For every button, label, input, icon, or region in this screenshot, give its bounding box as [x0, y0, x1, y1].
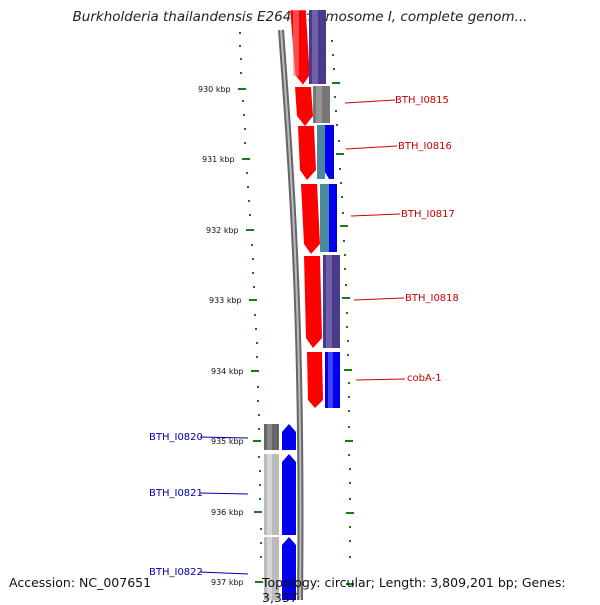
gene-label[interactable]: cobA-1	[407, 373, 442, 384]
feature-highlight	[267, 537, 272, 600]
left-features	[264, 424, 296, 600]
topology-summary: Topology: circular; Length: 3,809,201 bp…	[262, 575, 566, 605]
tick-label: 935 kbp	[211, 437, 244, 446]
gene-labels-right: BTH_I0815 BTH_I0816 BTH_I0817 BTH_I0818 …	[395, 95, 459, 384]
tick-dots-right	[331, 40, 351, 558]
gene-label[interactable]: BTH_I0816	[398, 141, 452, 152]
tick-label: 933 kbp	[209, 296, 242, 305]
cds-highlight	[293, 10, 299, 76]
cds-arrow[interactable]	[301, 184, 320, 254]
forward-strand-features	[289, 9, 323, 408]
gene-label[interactable]: BTH_I0817	[401, 209, 455, 220]
cds-arrow[interactable]	[304, 256, 322, 348]
tick-dots-left	[239, 32, 262, 558]
tick-label: 932 kbp	[206, 226, 239, 235]
label-leaders-right	[344, 99, 406, 381]
gene-labels-left: BTH_I0820 BTH_I0821 BTH_I0822	[149, 432, 203, 578]
cds-reverse-arrow[interactable]	[325, 125, 334, 179]
cds-reverse-arrow[interactable]	[329, 184, 337, 252]
cds-arrow[interactable]	[295, 87, 313, 126]
cds-arrow[interactable]	[307, 352, 323, 408]
tick-label: 930 kbp	[198, 85, 231, 94]
feature-highlight	[267, 424, 272, 450]
tick-label: 931 kbp	[202, 155, 235, 164]
tick-label: 936 kbp	[211, 508, 244, 517]
gene-label[interactable]: BTH_I0820	[149, 432, 203, 443]
chromosome-backbone-highlight	[280, 29, 302, 600]
tick-label: 937 kbp	[211, 578, 244, 587]
gene-label[interactable]: BTH_I0821	[149, 488, 203, 499]
cds-arrow-up[interactable]	[282, 424, 296, 450]
cds-arrow-up[interactable]	[282, 537, 296, 600]
feature-block[interactable]	[320, 184, 329, 252]
feature-highlight	[312, 10, 318, 84]
major-ticks-right	[332, 82, 354, 585]
tick-labels: 930 kbp 931 kbp 932 kbp 933 kbp 934 kbp …	[198, 85, 244, 587]
cds-arrow[interactable]	[298, 126, 316, 180]
cds-arrow-up[interactable]	[282, 454, 296, 535]
feature-highlight	[326, 255, 332, 348]
gene-label[interactable]: BTH_I0815	[395, 95, 449, 106]
feature-highlight	[267, 454, 272, 535]
reverse-strand-features	[309, 10, 340, 408]
label-leaders-left	[199, 436, 249, 575]
accession-text: Accession: NC_007651	[9, 575, 152, 590]
major-ticks-left	[238, 88, 263, 583]
tick-label: 934 kbp	[211, 367, 244, 376]
gene-label[interactable]: BTH_I0822	[149, 567, 203, 578]
feature-highlight	[316, 86, 322, 123]
gene-label[interactable]: BTH_I0818	[405, 293, 459, 304]
feature-block[interactable]	[317, 125, 325, 179]
feature-highlight	[328, 352, 333, 408]
